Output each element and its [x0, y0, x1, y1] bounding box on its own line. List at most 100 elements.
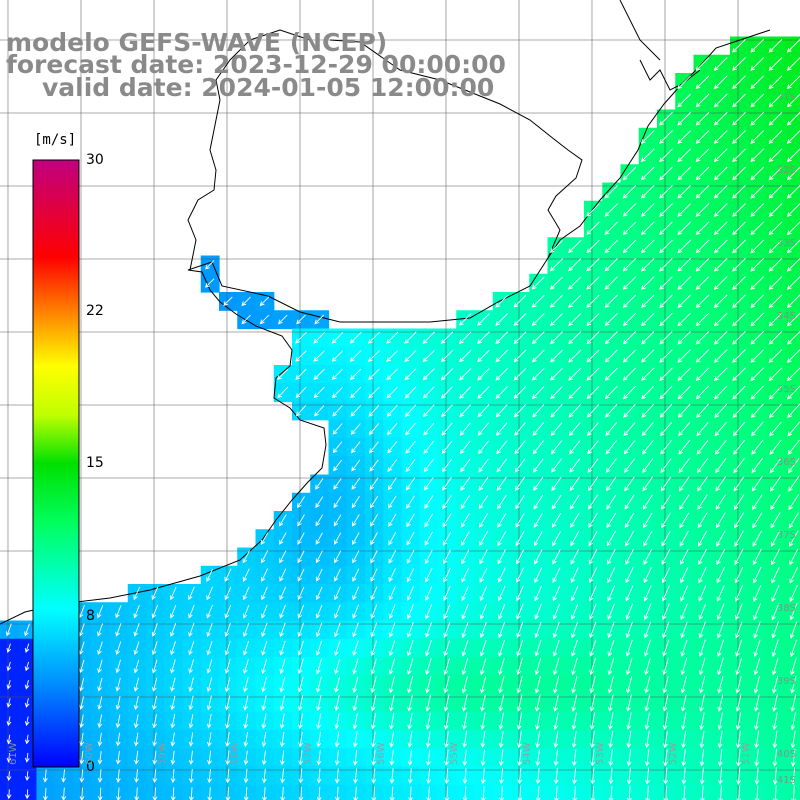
wind-arrow — [750, 111, 765, 126]
wind-arrow — [570, 512, 580, 529]
wind-arrow — [386, 368, 399, 381]
wind-arrow — [6, 789, 12, 800]
wind-arrow — [497, 531, 507, 547]
wind-cell — [511, 292, 530, 311]
wind-arrow — [533, 512, 543, 528]
wind-arrow — [680, 603, 688, 621]
wind-arrow — [297, 658, 304, 675]
wind-arrow — [444, 786, 450, 800]
wind-arrow — [331, 386, 343, 399]
wind-arrow — [590, 749, 595, 767]
wind-arrow — [787, 439, 800, 455]
wind-arrow — [352, 731, 358, 748]
wind-arrow — [513, 349, 527, 363]
wind-arrow — [79, 787, 85, 800]
wind-arrow — [514, 422, 526, 436]
wind-arrow — [224, 604, 232, 619]
wind-arrow — [334, 731, 340, 748]
wind-arrow — [425, 640, 432, 657]
wind-cell — [620, 328, 640, 348]
wind-arrow — [786, 330, 800, 345]
wind-cell — [657, 219, 676, 238]
wind-arrow — [479, 621, 487, 639]
wind-arrow — [568, 422, 581, 437]
wind-arrow — [316, 786, 322, 800]
wind-cell — [547, 365, 567, 384]
wind-cell — [675, 237, 695, 257]
wind-arrow — [698, 548, 707, 566]
wind-arrow — [260, 550, 269, 564]
wind-arrow — [516, 585, 524, 602]
wind-arrow — [568, 404, 581, 418]
colorbar-tick-15: 15 — [86, 455, 104, 471]
wind-arrow — [477, 331, 490, 345]
wind-arrow — [406, 658, 414, 675]
wind-cell — [784, 784, 800, 800]
border-path — [329, 39, 583, 259]
wind-arrow — [170, 769, 176, 784]
wind-arrow — [6, 734, 12, 745]
wind-arrow — [550, 349, 563, 363]
wind-arrow — [440, 368, 454, 381]
wind-arrow — [97, 769, 103, 783]
wind-arrow — [678, 440, 691, 455]
wind-arrow — [586, 276, 600, 290]
wind-arrow — [206, 586, 214, 601]
wind-arrow — [699, 730, 705, 749]
wind-arrow — [406, 495, 415, 509]
wind-arrow — [586, 404, 600, 418]
wind-arrow — [588, 512, 598, 528]
wind-arrow — [334, 786, 340, 800]
wind-arrow — [151, 641, 158, 656]
wind-arrow — [752, 512, 763, 529]
lon-label-53w: 53W — [595, 742, 606, 765]
wind-arrow — [478, 476, 489, 491]
wind-arrow — [732, 57, 746, 71]
wind-arrow — [790, 694, 797, 713]
wind-arrow — [260, 532, 269, 546]
wind-cell — [784, 401, 800, 421]
wind-arrow — [352, 694, 359, 712]
wind-arrow — [607, 694, 614, 712]
wind-cell — [784, 748, 800, 768]
wind-arrow — [495, 386, 508, 399]
wind-arrow — [604, 239, 618, 254]
lon-label-52w: 52W — [668, 742, 679, 765]
wind-arrow — [623, 440, 636, 455]
wind-arrow — [569, 440, 581, 455]
wind-arrow — [516, 731, 522, 749]
wind-arrow — [589, 639, 597, 657]
wind-arrow — [205, 260, 215, 270]
wind-arrow — [495, 404, 508, 418]
wind-arrow — [316, 731, 322, 748]
wind-arrow — [261, 732, 267, 748]
wind-arrow — [334, 640, 341, 656]
wind-arrow — [96, 605, 104, 619]
wind-arrow — [479, 603, 488, 620]
wind-arrow — [641, 276, 655, 290]
wind-arrow — [516, 712, 523, 731]
wind-arrow — [750, 421, 764, 437]
wind-arrow — [549, 294, 563, 308]
wind-arrow — [659, 276, 673, 290]
wind-arrow — [368, 331, 380, 344]
wind-arrow — [535, 731, 541, 749]
wind-arrow — [771, 675, 779, 694]
wind-arrow — [661, 548, 671, 565]
wind-arrow — [459, 349, 472, 363]
wind-arrow — [735, 621, 743, 639]
wind-arrow — [133, 714, 139, 729]
wind-arrow — [587, 422, 599, 437]
wind-arrow — [549, 258, 564, 272]
wind-arrow — [242, 658, 249, 674]
wind-arrow — [334, 750, 340, 766]
wind-arrow — [553, 767, 559, 785]
wind-arrow — [790, 675, 797, 694]
wind-arrow — [716, 585, 725, 602]
wind-arrow — [259, 314, 270, 325]
wind-arrow — [786, 166, 800, 181]
wind-arrow — [604, 349, 618, 363]
wind-arrow — [786, 276, 800, 290]
wind-arrow — [677, 75, 692, 90]
wind-arrow — [552, 675, 560, 694]
